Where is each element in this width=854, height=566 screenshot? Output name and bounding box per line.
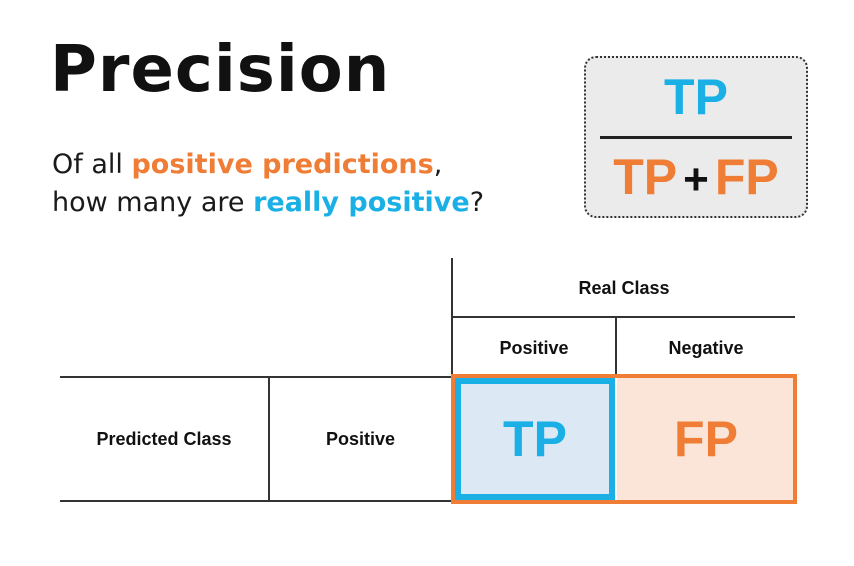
subtitle-text: ?: [469, 187, 485, 218]
table-subheader-divider: [615, 316, 617, 376]
table-row-top-line: [60, 376, 453, 378]
page-title: Precision: [50, 33, 391, 107]
formula-numerator: TP: [664, 69, 728, 125]
subtitle-text: Of all: [52, 149, 132, 180]
row-positive-label: Positive: [325, 429, 396, 449]
table-header-divider: [451, 316, 795, 318]
real-class-header: Real Class: [578, 278, 670, 298]
table-row-bottom-line: [60, 500, 453, 502]
really-positive-highlight: really positive: [253, 187, 470, 218]
fraction-bar: [600, 136, 792, 139]
subtitle-line-1: Of all positive predictions,: [52, 146, 484, 184]
predicted-class-label: Predicted Class: [96, 429, 232, 449]
header-positive: Positive: [499, 338, 569, 358]
subtitle: Of all positive predictions, how many ar…: [52, 146, 484, 222]
formula-denominator-fp: FP: [714, 149, 779, 205]
fp-cell: [617, 376, 795, 502]
formula-plus: +: [683, 155, 709, 204]
formula-denominator: TP + FP: [586, 152, 806, 202]
formula-box: TP TP + FP: [584, 56, 808, 218]
fp-label: FP: [674, 411, 738, 467]
positive-predictions-highlight: positive predictions: [131, 149, 434, 180]
subtitle-text: how many are: [52, 187, 254, 218]
subtitle-text: ,: [433, 149, 443, 180]
formula-denominator-tp: TP: [613, 149, 678, 205]
tp-label: TP: [503, 411, 567, 467]
subtitle-line-2: how many are really positive?: [52, 184, 484, 222]
table-row-divider: [268, 376, 270, 502]
tp-cell: [455, 378, 615, 500]
predicted-positive-outline: [451, 374, 797, 504]
header-negative: Negative: [668, 338, 744, 358]
